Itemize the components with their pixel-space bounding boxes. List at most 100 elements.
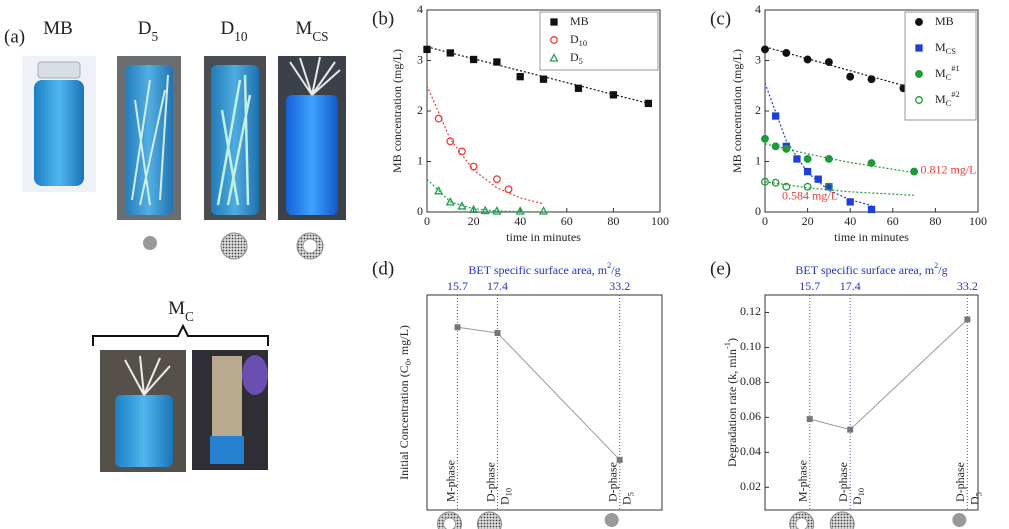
y-tick-label: 2 — [417, 103, 423, 117]
marker — [867, 205, 876, 214]
fit-line — [426, 178, 532, 213]
category-label: M-phase — [795, 460, 809, 502]
marker — [803, 155, 812, 163]
text-part: D — [619, 496, 633, 505]
marker — [446, 137, 455, 146]
marker — [803, 182, 812, 191]
panel-label: (e) — [710, 258, 731, 279]
brace — [92, 323, 269, 346]
marker — [964, 316, 971, 323]
marker — [492, 175, 501, 184]
text-part: , mg/L) — [397, 325, 411, 361]
text-part: D — [220, 18, 234, 39]
marker — [458, 147, 466, 156]
x-axis-label: time in minutes — [506, 230, 581, 244]
marker — [782, 144, 791, 153]
x-tick-label: 100 — [969, 214, 987, 228]
vial-liquid — [286, 95, 338, 215]
y-tick-label: 0 — [417, 204, 423, 218]
x-tick-label: 20 — [468, 214, 480, 228]
text-part: /g — [938, 263, 947, 277]
marker — [469, 162, 478, 171]
legend-marker — [550, 18, 558, 26]
marker — [539, 75, 548, 83]
marker — [761, 45, 769, 54]
sample-label: MC — [168, 298, 194, 323]
text-part: MB — [43, 18, 73, 39]
text-part: BET specific surface area, m — [468, 263, 607, 277]
marker — [446, 49, 454, 57]
icon-d10 — [220, 232, 248, 260]
y-tick-label: 0.12 — [740, 304, 761, 318]
category-sample: D10 — [497, 488, 514, 505]
text-part: 2 — [934, 261, 938, 270]
top-tick-label: 33.2 — [609, 279, 630, 293]
fit-line — [426, 85, 544, 205]
text-part: CS — [312, 29, 328, 44]
x-tick-label: 60 — [561, 214, 573, 228]
x-tick-label: 80 — [607, 214, 619, 228]
legend-marker — [550, 36, 558, 44]
text-part: C — [185, 309, 194, 324]
icon-d10 — [477, 511, 502, 529]
marker — [469, 55, 478, 64]
sample-label: MB — [43, 18, 73, 39]
legend-label: D10 — [570, 32, 587, 49]
text-part: M — [295, 18, 312, 39]
marker — [824, 155, 833, 163]
vial-liquid — [115, 395, 173, 467]
text-part: D — [570, 32, 579, 46]
marker — [803, 55, 812, 64]
x-tick-label: 0 — [424, 214, 430, 228]
x-tick-label: 0 — [762, 214, 768, 228]
text-part: MB — [935, 14, 954, 28]
legend-marker — [915, 96, 923, 104]
marker — [480, 205, 490, 215]
marker — [434, 114, 443, 123]
text-part: 5 — [627, 492, 636, 496]
marker — [846, 198, 854, 206]
y-tick-label: 3 — [417, 52, 423, 66]
text-part: Initial Concentration (C — [397, 365, 411, 480]
x-tick-label: 100 — [651, 214, 669, 228]
text-part: M — [168, 298, 185, 319]
y-tick-label: 0.02 — [740, 479, 761, 493]
icon-d10 — [829, 511, 855, 529]
y-tick-label: 0.10 — [740, 339, 761, 353]
top-axis-label: BET specific surface area, m2/g — [468, 261, 620, 276]
panel-label: (b) — [372, 8, 394, 29]
legend-marker — [915, 70, 923, 78]
text-part: C — [946, 99, 952, 108]
marker — [910, 167, 919, 176]
text-part: MB — [570, 14, 589, 28]
top-tick-label: 17.4 — [840, 279, 861, 293]
fibers — [131, 74, 169, 206]
photos — [22, 56, 346, 472]
legend-marker — [549, 53, 559, 62]
fibers — [124, 355, 171, 396]
icon-mcs-hole — [302, 238, 318, 254]
text-part: BET specific surface area, m — [795, 263, 934, 277]
text-part: D — [138, 18, 152, 39]
top-tick-label: 17.4 — [487, 279, 508, 293]
marker — [454, 324, 461, 331]
marker — [644, 99, 652, 108]
legend-label: D5 — [570, 50, 583, 67]
marker — [445, 197, 455, 206]
text-part: 2 — [607, 261, 611, 270]
y-axis-label: Initial Concentration (C0, mg/L) — [397, 325, 414, 480]
y-tick-label: 1 — [755, 153, 761, 167]
legend-label: MC#2 — [935, 90, 960, 108]
marker — [782, 48, 791, 57]
category-label: D-phase — [483, 462, 497, 502]
category-sample: D5 — [967, 492, 984, 505]
series-line — [457, 326, 621, 461]
plot-frame — [764, 294, 979, 511]
legend-marker — [915, 18, 923, 26]
text-part: 5 — [975, 492, 984, 496]
vial-liquid — [34, 80, 84, 186]
category-sample: D10 — [850, 488, 867, 505]
y-tick-label: 0.06 — [740, 409, 761, 423]
x-tick-label: 80 — [929, 214, 941, 228]
tube — [212, 356, 242, 436]
